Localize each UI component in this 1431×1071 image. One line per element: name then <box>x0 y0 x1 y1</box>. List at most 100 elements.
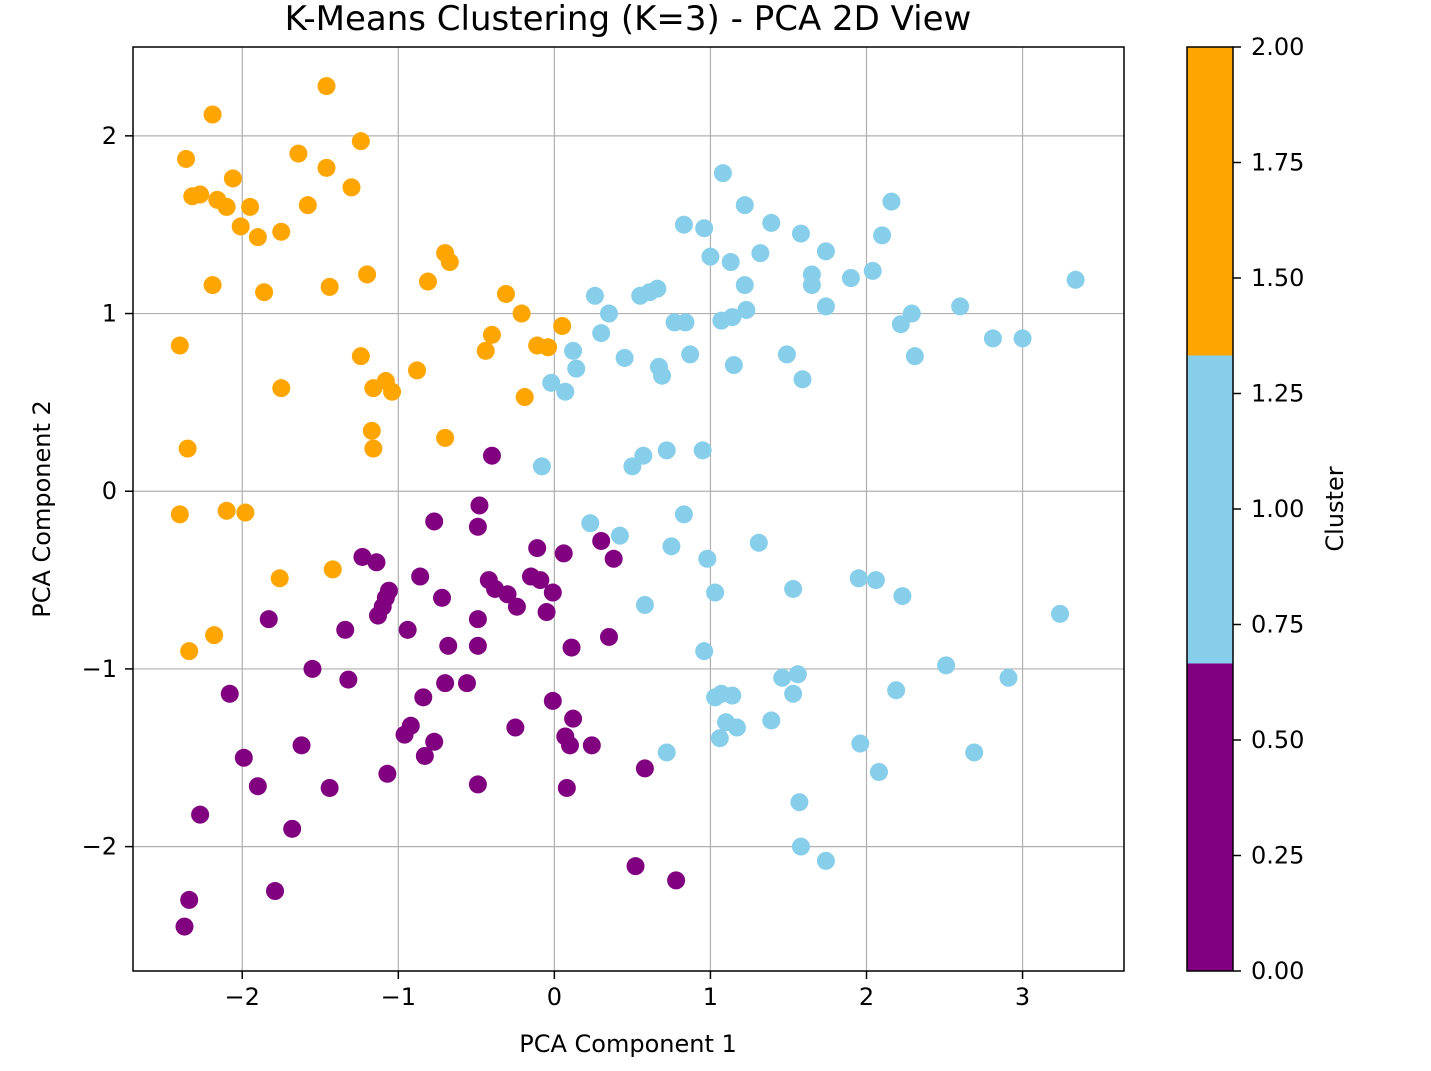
cluster-0-point <box>303 659 322 678</box>
plot-frame <box>132 46 1125 972</box>
y-tick-label: 0 <box>102 477 117 505</box>
cluster-0-point <box>378 764 397 783</box>
cluster-0-point <box>562 638 581 657</box>
cluster-2-point <box>236 503 255 522</box>
cluster-2-point <box>362 421 381 440</box>
cluster-2-point <box>231 217 250 236</box>
cluster-1-point <box>585 286 604 305</box>
cluster-0-point <box>411 567 430 586</box>
cluster-0-point <box>528 539 547 558</box>
y-axis-ticks: −2 −1 0 1 2 <box>82 122 133 861</box>
cluster-1-point <box>735 196 754 215</box>
cluster-1-point <box>727 718 746 737</box>
cluster-0-point <box>439 636 458 655</box>
cluster-1-point <box>751 244 770 263</box>
cluster-2-point <box>203 105 222 124</box>
cluster-1-point <box>657 441 676 460</box>
cluster-1-point <box>701 247 720 266</box>
cluster-1-point <box>788 665 807 684</box>
cluster-1-point <box>999 668 1018 687</box>
cluster-1-point <box>581 514 600 533</box>
cluster-1-point <box>965 743 984 762</box>
x-tick-label: −2 <box>225 983 260 1011</box>
cluster-0-point <box>564 709 583 728</box>
cluster-0-point <box>433 588 452 607</box>
cluster-1-point <box>737 300 756 319</box>
cluster-0-point <box>353 547 372 566</box>
cluster-2-point <box>320 277 339 296</box>
cluster-1-point <box>567 359 586 378</box>
x-axis-ticks: −2 −1 0 1 2 3 <box>225 971 1030 1011</box>
cluster-1-point <box>777 345 796 364</box>
cluster-1-point <box>866 571 885 590</box>
cluster-0-point <box>626 857 645 876</box>
y-tick-label: 2 <box>102 122 117 150</box>
cluster-1-point <box>599 304 618 323</box>
cluster-1-point <box>674 215 693 234</box>
x-axis-label: PCA Component 1 <box>519 1030 737 1058</box>
cluster-2-point <box>496 284 515 303</box>
cluster-2-point <box>178 439 197 458</box>
cluster-1-point <box>564 341 583 360</box>
cluster-0-point <box>259 610 278 629</box>
cluster-1-point <box>674 505 693 524</box>
x-tick-label: 3 <box>1015 983 1030 1011</box>
cluster-2-point <box>383 382 402 401</box>
x-tick-label: 1 <box>703 983 718 1011</box>
cluster-0-point <box>560 736 579 755</box>
cluster-2-point <box>358 265 377 284</box>
cluster-0-point <box>415 746 434 765</box>
cluster-1-point <box>790 793 809 812</box>
colorbar-tick-label: 0.25 <box>1251 842 1304 870</box>
cluster-2-point <box>289 144 308 163</box>
x-tick-label: 0 <box>547 983 562 1011</box>
cluster-0-point <box>457 674 476 693</box>
cluster-1-point <box>653 366 672 385</box>
cluster-2-point <box>180 642 199 661</box>
cluster-0-point <box>468 517 487 536</box>
cluster-0-point <box>599 627 618 646</box>
cluster-2-point <box>177 149 196 168</box>
cluster-1-point <box>693 441 712 460</box>
cluster-2-point <box>241 197 260 216</box>
cluster-2-point <box>323 560 342 579</box>
cluster-1-point <box>706 688 725 707</box>
cluster-1-point <box>816 297 835 316</box>
cluster-0-point <box>537 603 556 622</box>
cluster-0-point <box>220 684 239 703</box>
data-points <box>170 77 1085 936</box>
cluster-2-point <box>553 316 572 335</box>
cluster-2-point <box>482 325 501 344</box>
cluster-1-point <box>532 457 551 476</box>
cluster-1-point <box>657 743 676 762</box>
cluster-0-point <box>425 512 444 531</box>
cluster-1-point <box>631 286 650 305</box>
colorbar-tick-label: 1.25 <box>1251 380 1304 408</box>
cluster-0-point <box>470 496 489 515</box>
chart-title: K-Means Clustering (K=3) - PCA 2D View <box>285 0 972 39</box>
colorbar-segment-0 <box>1187 663 1233 972</box>
cluster-0-point <box>507 597 526 616</box>
colorbar-tick-label: 0.75 <box>1251 611 1304 639</box>
cluster-0-point <box>554 544 573 563</box>
cluster-1-point <box>1051 604 1070 623</box>
cluster-1-point <box>610 526 629 545</box>
cluster-1-point <box>873 226 892 245</box>
cluster-1-point <box>723 686 742 705</box>
cluster-1-point <box>681 345 700 364</box>
x-tick-label: 2 <box>859 983 874 1011</box>
y-tick-label: −1 <box>82 655 117 683</box>
cluster-2-point <box>408 361 427 380</box>
cluster-2-point <box>342 178 361 197</box>
cluster-2-point <box>476 341 495 360</box>
cluster-1-point <box>623 457 642 476</box>
cluster-1-point <box>773 668 792 687</box>
colorbar-tick-label: 2.00 <box>1251 33 1304 61</box>
cluster-0-point <box>604 549 623 568</box>
cluster-2-point <box>418 272 437 291</box>
x-tick-label: −1 <box>381 983 416 1011</box>
cluster-2-point <box>255 283 274 302</box>
cluster-1-point <box>710 729 729 748</box>
colorbar-tick-label: 1.00 <box>1251 495 1304 523</box>
